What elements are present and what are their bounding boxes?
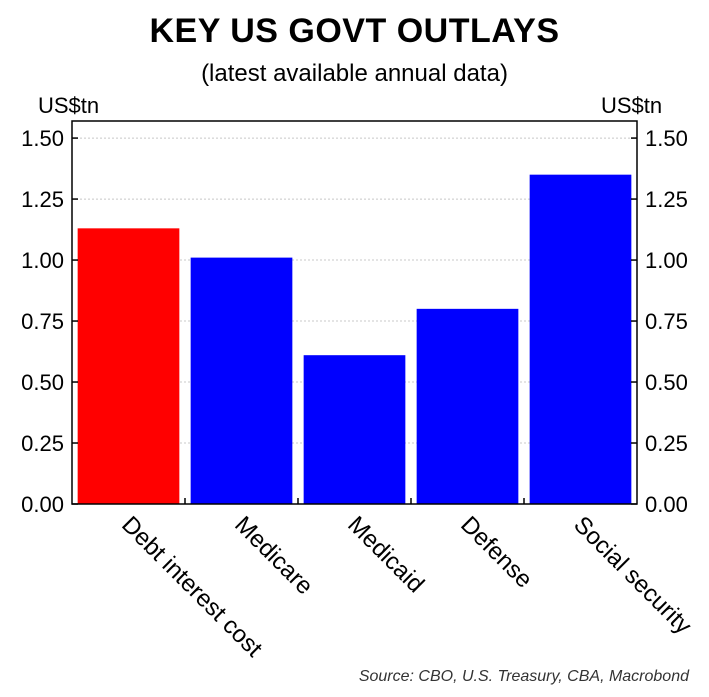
bar-3 [416, 308, 519, 504]
y-axis-unit-right: US$tn [601, 93, 663, 118]
y-tick-label-left: 0.00 [21, 492, 64, 517]
chart-subtitle: (latest available annual data) [201, 60, 508, 87]
y-tick-label-right: 0.50 [645, 370, 688, 395]
y-tick-label-right: 1.50 [645, 126, 688, 151]
y-tick-label-left: 0.75 [21, 309, 64, 334]
x-category-label: Medicare [229, 511, 318, 600]
source-note: Source: CBO, U.S. Treasury, CBA, Macrobo… [358, 668, 689, 685]
y-tick-label-left: 0.25 [21, 431, 64, 456]
bar-0 [77, 228, 180, 504]
y-tick-label-left: 1.25 [21, 187, 64, 212]
y-tick-label-right: 1.25 [645, 187, 688, 212]
x-category-label: Social security [568, 511, 697, 640]
bar-2 [303, 355, 406, 504]
bar-1 [190, 257, 293, 504]
y-tick-label-left: 0.50 [21, 370, 64, 395]
y-tick-label-right: 1.00 [645, 248, 688, 273]
y-tick-label-right: 0.25 [645, 431, 688, 456]
bar-4 [529, 174, 632, 504]
x-category-label: Defense [455, 511, 537, 593]
plot-frame [71, 120, 638, 505]
y-axis-unit-left: US$tn [38, 93, 100, 118]
chart-title: KEY US GOVT OUTLAYS [149, 12, 560, 50]
x-category-label: Medicaid [342, 511, 429, 598]
y-tick-label-right: 0.00 [645, 492, 688, 517]
y-tick-label-left: 1.50 [21, 126, 64, 151]
y-tick-label-right: 0.75 [645, 309, 688, 334]
y-tick-label-left: 1.00 [21, 248, 64, 273]
